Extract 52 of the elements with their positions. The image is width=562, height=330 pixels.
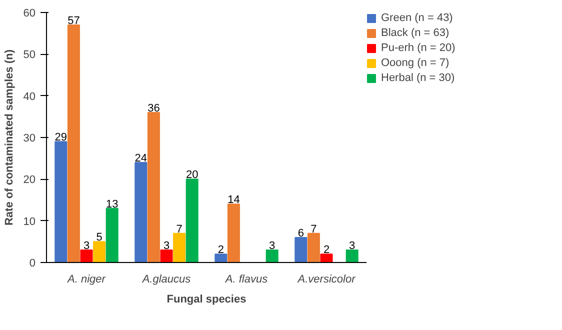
bar	[160, 250, 173, 262]
y-tick-label: 0	[29, 258, 36, 270]
legend-label: Black (n = 63)	[381, 27, 450, 39]
data-label: 3	[163, 240, 170, 252]
y-axis-title: Rate of contaminated samples (n)	[3, 49, 16, 226]
bar	[294, 237, 308, 262]
y-tick-label: 20	[23, 174, 36, 186]
bar	[106, 208, 118, 262]
y-tick-label: 60	[23, 8, 36, 20]
bar	[134, 162, 148, 262]
bar	[186, 178, 198, 262]
bar	[266, 250, 278, 262]
data-label: 13	[106, 198, 118, 210]
data-label: 3	[349, 240, 356, 252]
data-label: 14	[228, 194, 240, 206]
bar	[346, 250, 358, 262]
x-axis-title: Fungal species	[166, 294, 246, 306]
bar	[67, 24, 80, 262]
data-label: 20	[186, 169, 198, 182]
x-tick-label: A. niger	[66, 274, 107, 286]
bar	[80, 250, 93, 262]
bar	[307, 232, 320, 262]
data-label: 29	[54, 132, 68, 144]
data-label: 2	[218, 244, 224, 256]
data-label: 6	[298, 228, 304, 240]
legend-label: Green (n = 43)	[381, 12, 454, 24]
data-label: 3	[83, 240, 90, 252]
bar	[54, 141, 68, 262]
data-label: 5	[96, 232, 102, 244]
y-tick-label: 10	[23, 216, 36, 228]
data-label: 24	[134, 152, 148, 164]
y-tick-label: 40	[23, 90, 36, 103]
data-label: 7	[176, 223, 182, 236]
bar	[320, 254, 333, 262]
bar	[173, 232, 186, 262]
x-tick-label: A.versicolor	[296, 274, 357, 286]
data-label: 7	[310, 223, 317, 236]
bar	[147, 112, 160, 262]
data-label: 36	[148, 102, 160, 114]
data-label: 2	[323, 244, 330, 256]
bar	[214, 254, 228, 262]
data-label: 3	[269, 240, 276, 252]
x-tick-label: A. flavus	[224, 274, 268, 286]
y-tick-label: 30	[23, 132, 36, 144]
x-tick-label: A.glaucus	[141, 274, 192, 286]
legend-label: Pu-erh (n = 20)	[381, 42, 456, 54]
bar	[93, 241, 106, 262]
y-tick-label: 50	[23, 49, 36, 62]
data-label: 57	[68, 15, 80, 27]
bar	[227, 204, 240, 262]
legend-label: Ooong (n = 7)	[381, 57, 450, 69]
legend-label: Herbal (n = 30)	[381, 72, 456, 84]
